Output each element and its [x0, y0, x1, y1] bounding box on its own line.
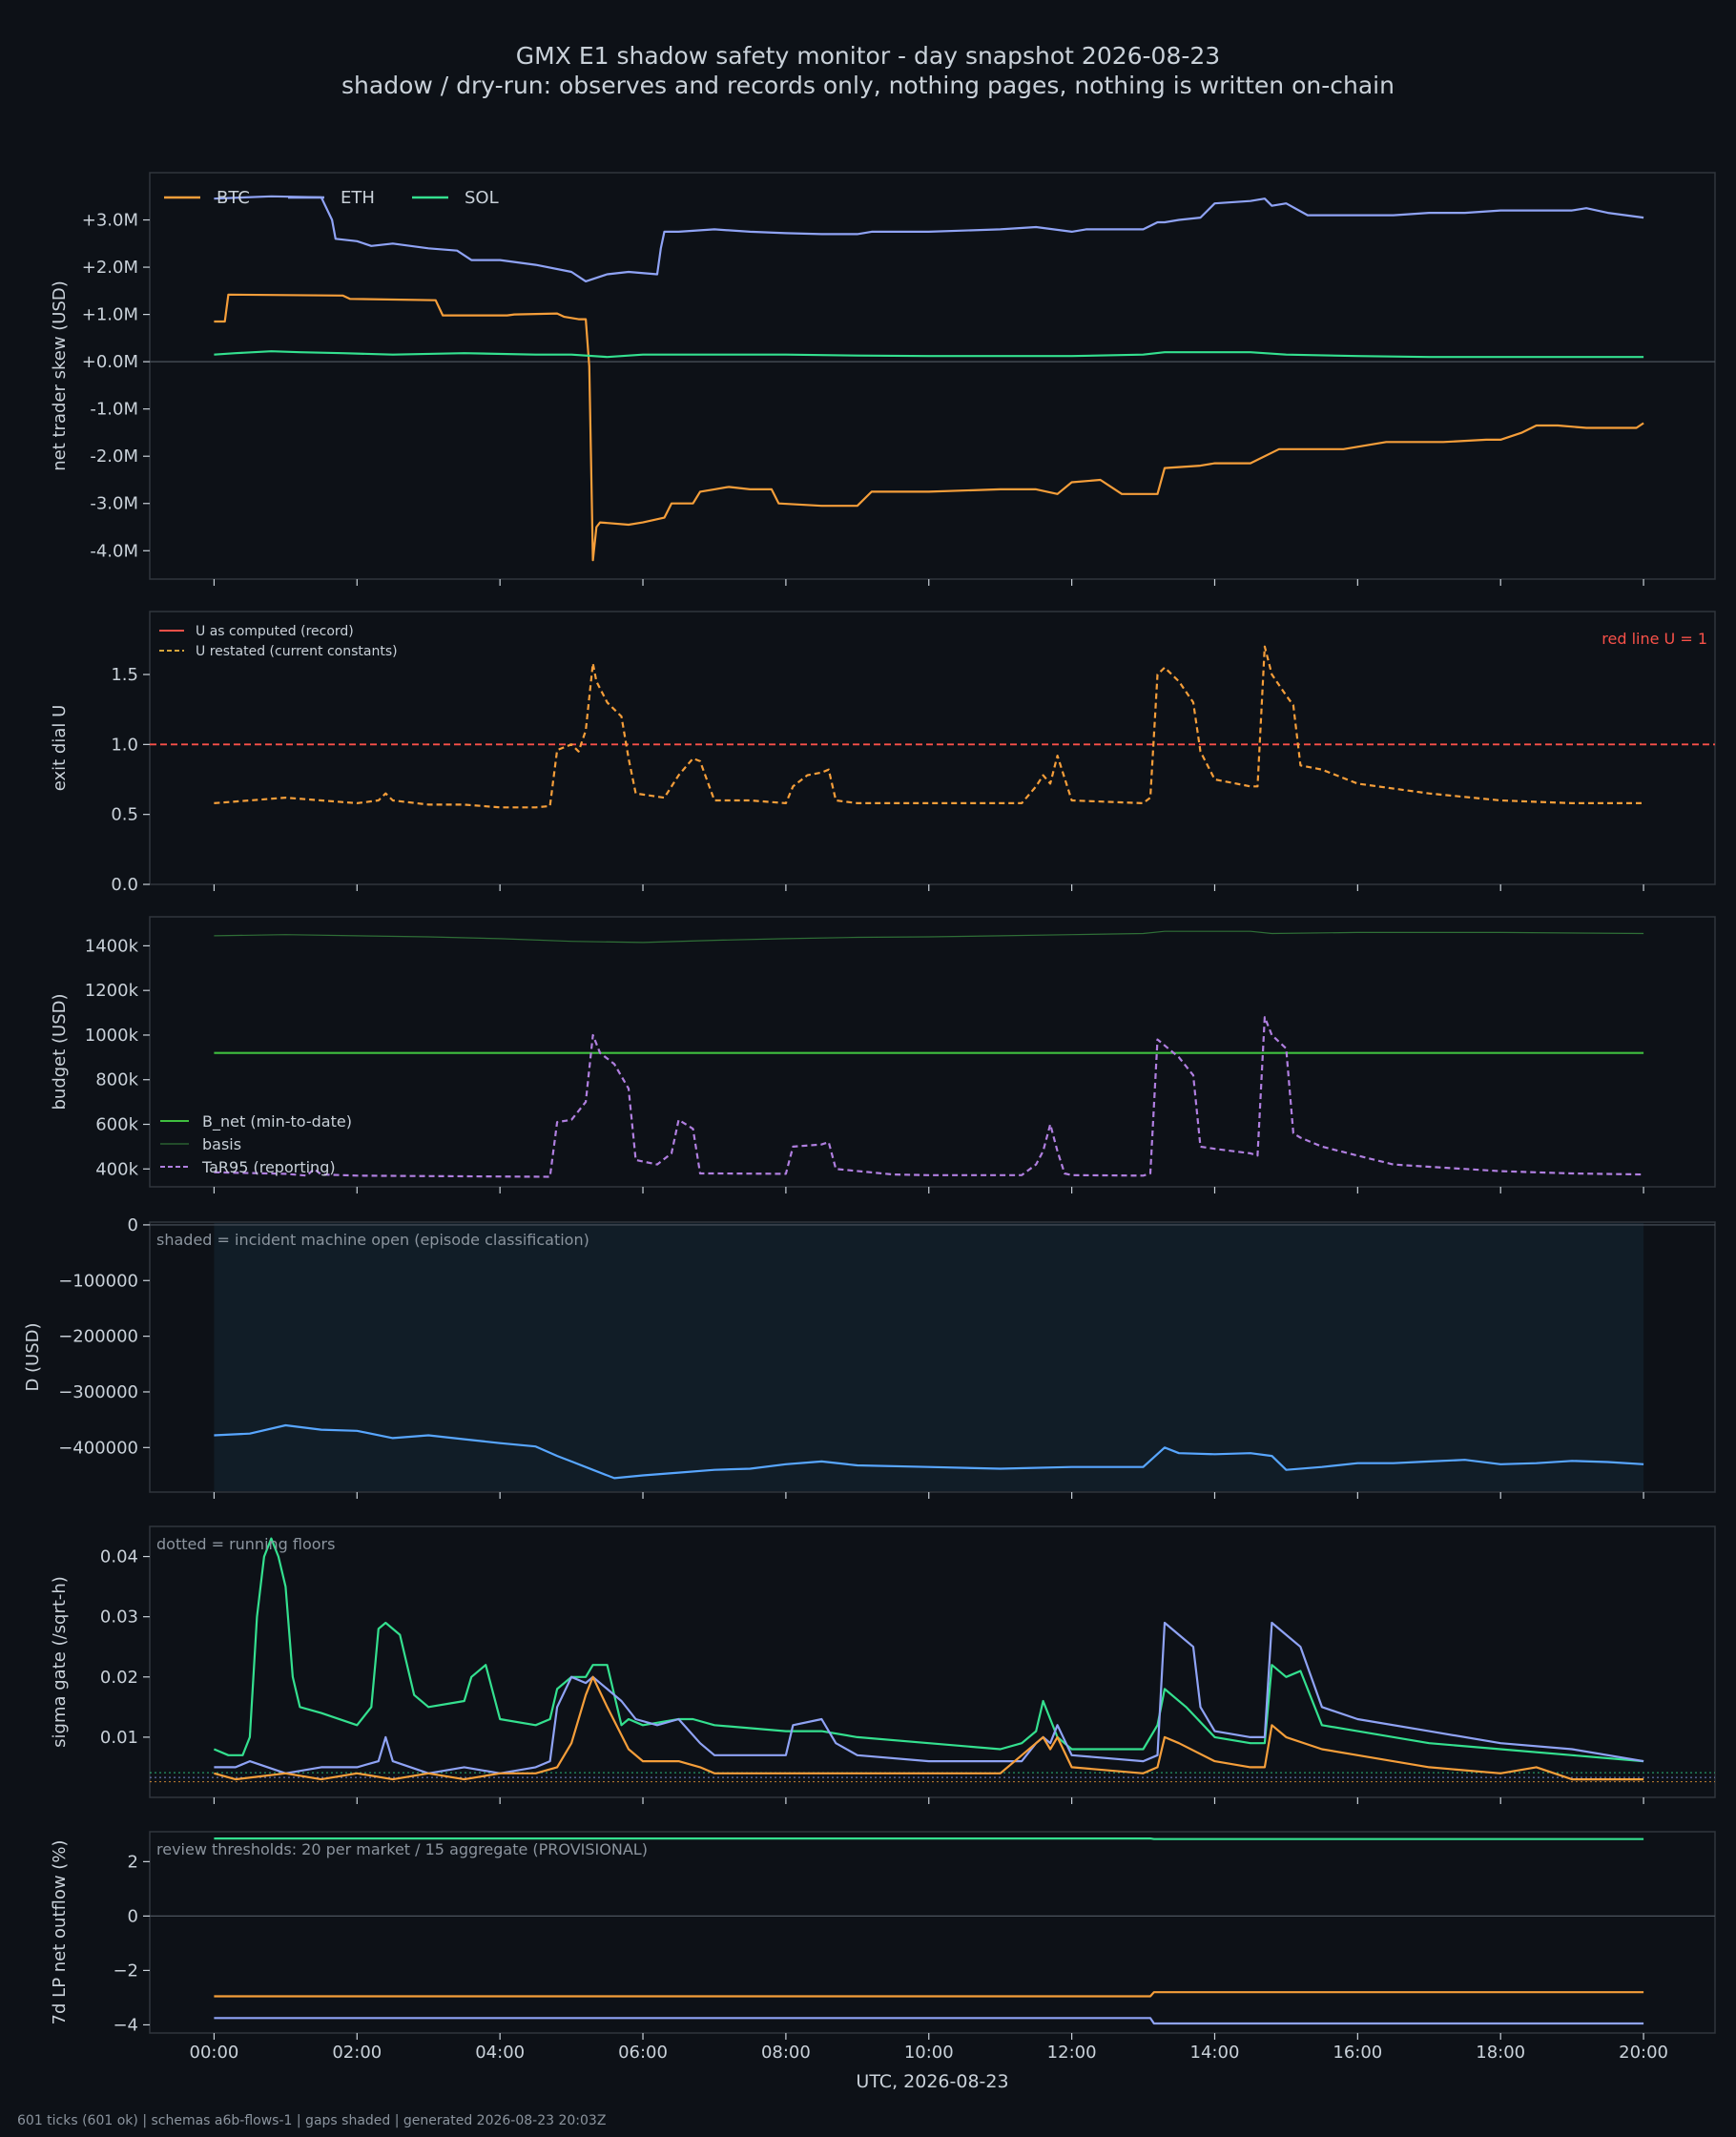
- series-line-tar95-reporting-: [214, 1016, 1644, 1178]
- x-tick-label: 02:00: [332, 2043, 382, 2063]
- plot-area: [149, 1525, 1716, 1798]
- series-line-btc: [214, 1675, 1644, 1781]
- series-line-eth: [214, 195, 1644, 282]
- y-tick-label: −4: [113, 2015, 138, 2035]
- panel-6: 2 0 −2 −4 00:00 02:00 04:00 06:00 08:00 10:00 12:0…: [50, 1831, 1716, 2063]
- y-axis-label: net trader skew (USD): [50, 280, 70, 471]
- y-tick-label: 800k: [95, 1070, 138, 1090]
- y-axis-label: D (USD): [23, 1322, 43, 1391]
- y-tick-label: -3.0M: [90, 494, 138, 514]
- series-line-btc: [214, 293, 1644, 562]
- legend-label: TaR95 (reporting): [201, 1158, 336, 1176]
- y-tick-label: 0: [128, 1215, 138, 1235]
- y-tick-label: 400k: [95, 1159, 138, 1179]
- y-tick-label: 0.5: [111, 805, 138, 825]
- panel-1: +3.0M +2.0M +1.0M +0.0M -1.0M -2.0M -3.0M -4.0M…: [50, 172, 1716, 586]
- series-line-sol: [213, 1537, 1644, 1763]
- panel-annotation: dotted = running floors: [156, 1535, 335, 1553]
- y-tick-label: +3.0M: [82, 211, 138, 231]
- incident-shade: [214, 1223, 1644, 1491]
- y-tick-label: −2: [113, 1961, 138, 1981]
- y-tick-label: -1.0M: [90, 400, 138, 420]
- panel-3: 400k 600k 800k 1000k 1200k 1400k budget (USD) B…: [50, 916, 1716, 1193]
- y-tick-label: 0.03: [100, 1608, 138, 1628]
- legend-label: U restated (current constants): [196, 644, 398, 659]
- y-axis-label: exit dial U: [50, 705, 70, 792]
- x-tick-label: 12:00: [1047, 2043, 1097, 2063]
- series-line-sol: [214, 350, 1644, 359]
- x-tick-label: 10:00: [904, 2043, 954, 2063]
- series-line-eth: [214, 1621, 1644, 1774]
- legend-label: ETH: [341, 188, 375, 208]
- y-tick-label: 1000k: [85, 1026, 139, 1046]
- series-line-d: [214, 1423, 1644, 1480]
- y-tick-label: 1200k: [85, 981, 139, 1001]
- x-axis-label: UTC, 2026-08-23: [856, 2071, 1008, 2092]
- plot-area: [149, 916, 1716, 1188]
- y-tick-label: 1400k: [85, 936, 139, 956]
- series-line-u-restated-current-constants-: [214, 645, 1644, 809]
- plot-area: [149, 611, 1716, 885]
- y-tick-label: 600k: [95, 1115, 138, 1135]
- y-axis-label: sigma gate (/sqrt-h): [50, 1576, 70, 1748]
- y-axis-label: 7d LP net outflow (%): [50, 1840, 70, 2025]
- panel-2: 0.0 0.5 1.0 1.5 exit dial U red line U = 1 U a…: [50, 611, 1716, 895]
- y-tick-label: 2: [128, 1852, 138, 1872]
- y-tick-label: -4.0M: [90, 541, 138, 561]
- y-tick-label: 0.04: [100, 1547, 138, 1567]
- legend-label: U as computed (record): [196, 624, 354, 639]
- series-line-sol: [214, 1836, 1644, 1840]
- y-axis-label: budget (USD): [50, 993, 70, 1110]
- footer-status: 601 ticks (601 ok) | schemas a6b-flows-1…: [17, 2113, 607, 2128]
- y-tick-label: +2.0M: [82, 258, 138, 278]
- y-tick-label: -2.0M: [90, 446, 138, 467]
- x-tick-label: 08:00: [761, 2043, 811, 2063]
- y-tick-label: +0.0M: [82, 352, 138, 372]
- y-tick-label: 1.0: [111, 735, 138, 755]
- y-tick-label: 0.02: [100, 1668, 138, 1688]
- plot-area: [149, 172, 1716, 580]
- series-line-basis: [214, 930, 1644, 944]
- y-tick-label: −100000: [58, 1271, 138, 1291]
- panel-5: 0.01 0.02 0.03 0.04 sigma gate (/sqrt-h) dott…: [50, 1525, 1716, 1804]
- chart-subtitle: shadow / dry-run: observes and records o…: [341, 72, 1395, 99]
- y-tick-label: +1.0M: [82, 305, 138, 325]
- series-line-btc: [214, 1991, 1644, 1998]
- y-tick-label: 0: [128, 1906, 138, 1926]
- legend-label: basis: [202, 1135, 241, 1153]
- x-tick-label: 20:00: [1619, 2043, 1668, 2063]
- legend-label: B_net (min-to-date): [202, 1112, 352, 1131]
- x-tick-label: 04:00: [475, 2043, 525, 2063]
- x-tick-label: 16:00: [1333, 2043, 1382, 2063]
- y-tick-label: 0.0: [111, 875, 138, 895]
- red-line-annotation: red line U = 1: [1602, 630, 1707, 648]
- x-tick-label: 00:00: [190, 2043, 239, 2063]
- y-tick-label: −200000: [58, 1327, 138, 1347]
- legend-label: BTC: [217, 188, 250, 208]
- y-tick-label: −400000: [58, 1438, 138, 1458]
- panel-annotation: shaded = incident machine open (episode …: [156, 1231, 589, 1249]
- y-tick-label: 1.5: [111, 665, 138, 685]
- series-line-eth: [214, 2017, 1644, 2025]
- plot-area: [149, 1831, 1716, 2034]
- x-tick-label: 18:00: [1476, 2043, 1525, 2063]
- panel-4: 0 −100000 −200000 −300000 −400000 D (USD) shad…: [23, 1215, 1716, 1499]
- panel-annotation: review thresholds: 20 per market / 15 ag…: [156, 1840, 648, 1858]
- y-tick-label: 0.01: [100, 1728, 138, 1748]
- legend-label: SOL: [465, 188, 499, 208]
- chart-title: GMX E1 shadow safety monitor - day snaps…: [515, 42, 1221, 70]
- y-tick-label: −300000: [58, 1382, 138, 1402]
- x-tick-label: 06:00: [618, 2043, 668, 2063]
- x-tick-label: 14:00: [1190, 2043, 1240, 2063]
